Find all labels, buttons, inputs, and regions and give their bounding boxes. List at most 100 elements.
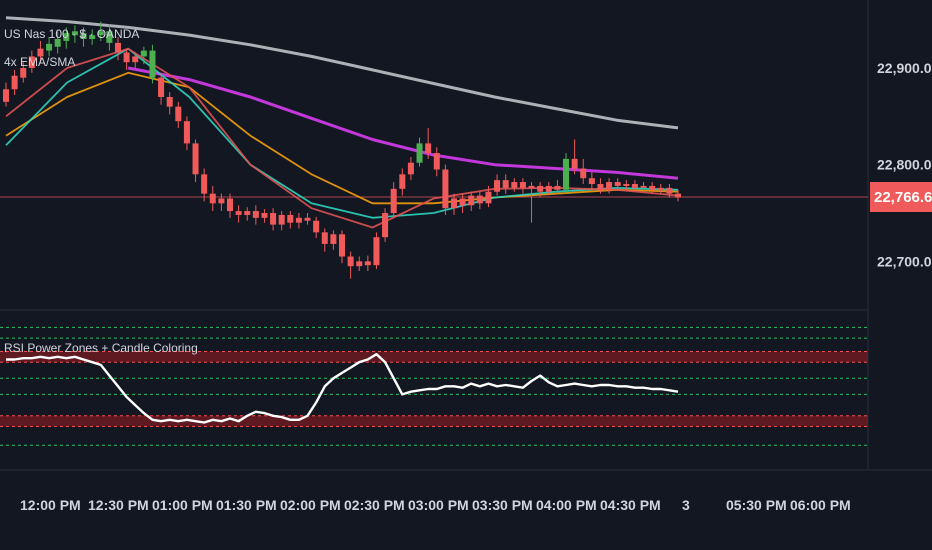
candle <box>175 101 182 128</box>
candle <box>313 216 320 239</box>
candle-body <box>158 77 165 97</box>
candle-body <box>123 52 130 63</box>
candle-body <box>37 48 44 57</box>
candle-body <box>63 33 70 41</box>
candle <box>356 256 363 271</box>
candle-body <box>545 185 552 192</box>
candle <box>46 37 53 57</box>
candle <box>295 213 302 229</box>
rsi-title: RSI Power Zones + Candle Coloring <box>4 341 198 355</box>
candle <box>11 69 18 96</box>
time-axis[interactable]: 12:00 PM 12:30 PM 01:00 PM 01:30 PM 02:0… <box>20 497 851 513</box>
time-label: 03:30 PM <box>472 497 533 513</box>
candle-body <box>175 106 182 122</box>
candle-body <box>407 162 414 175</box>
price-pane[interactable] <box>0 16 868 279</box>
candle <box>373 232 380 270</box>
price-axis[interactable]: 22,900.0 22,800.0 22,700.0 22,766.6 <box>870 60 932 269</box>
candle <box>80 27 87 47</box>
candle-body <box>416 143 423 163</box>
candle-body <box>261 213 268 218</box>
candle-body <box>278 214 285 225</box>
candle-body <box>218 198 225 204</box>
candle-body <box>649 185 656 190</box>
candle <box>166 92 173 115</box>
candle <box>562 153 570 194</box>
candle <box>511 178 518 192</box>
candle <box>597 178 604 194</box>
candle-body <box>425 143 432 154</box>
last-price-label: 22,766.6 <box>874 189 932 206</box>
candle-body <box>2 89 10 102</box>
candle-body <box>338 234 346 257</box>
rsi-pane[interactable] <box>0 326 868 446</box>
time-label: 12:30 PM <box>88 497 149 513</box>
candle <box>114 37 122 61</box>
candle <box>450 193 458 215</box>
time-label: 3 <box>682 497 690 513</box>
candle <box>192 139 199 183</box>
candle <box>468 191 475 212</box>
candle <box>485 185 492 208</box>
candle <box>37 40 44 64</box>
price-tick-label: 22,700.0 <box>877 253 932 269</box>
price-tick-label: 22,800.0 <box>877 157 932 173</box>
candle <box>433 147 440 177</box>
symbol-title: US Nas 100 · $ · OANDA <box>4 27 139 41</box>
candle <box>209 185 216 212</box>
candle <box>106 24 113 51</box>
ma-line-0 <box>5 16 679 130</box>
candle-body <box>183 121 190 144</box>
candle-body <box>554 185 561 190</box>
candle-body <box>89 35 96 39</box>
candle-body <box>270 213 277 225</box>
candle-body <box>192 143 199 175</box>
candle-body <box>494 180 501 192</box>
candle-body <box>588 178 595 184</box>
candle-body <box>46 43 53 51</box>
candle-body <box>252 211 259 218</box>
candle-body <box>657 187 664 190</box>
candle-body <box>606 182 613 190</box>
candle <box>149 44 156 84</box>
candle <box>407 156 414 181</box>
candle-body <box>666 187 673 194</box>
candle <box>425 127 432 159</box>
candle-body <box>623 184 630 186</box>
candle <box>631 180 638 192</box>
time-label: 12:00 PM <box>20 497 81 513</box>
candle-body <box>97 31 104 36</box>
candle <box>201 168 208 202</box>
candle-body <box>519 182 526 188</box>
candle <box>347 251 354 279</box>
candle-body <box>459 198 466 206</box>
candle-body <box>149 50 156 78</box>
candle-body <box>442 169 449 209</box>
candle-body <box>114 42 122 53</box>
candle <box>63 27 70 49</box>
candle <box>640 182 647 192</box>
candle-body <box>614 182 621 186</box>
candle-body <box>390 188 397 213</box>
candle-body <box>347 256 354 267</box>
candle <box>571 139 578 175</box>
candle-body <box>71 31 78 36</box>
candle <box>606 178 613 194</box>
candle <box>97 21 104 41</box>
candle <box>278 211 285 231</box>
indicator-title: 4x EMA/SMA <box>4 55 75 69</box>
candle-body <box>631 184 638 188</box>
candle-body <box>80 33 87 39</box>
rsi-line <box>6 353 679 424</box>
ma-line-1 <box>127 66 679 180</box>
candle-body <box>468 195 475 206</box>
candle-body <box>399 174 406 189</box>
candle-body <box>287 214 294 223</box>
rsi-zone <box>0 351 868 363</box>
candle <box>270 208 277 231</box>
candle-body <box>321 232 328 244</box>
candle-body <box>640 185 647 188</box>
candle-body <box>450 198 458 209</box>
candle <box>28 50 35 73</box>
candle <box>459 193 466 213</box>
